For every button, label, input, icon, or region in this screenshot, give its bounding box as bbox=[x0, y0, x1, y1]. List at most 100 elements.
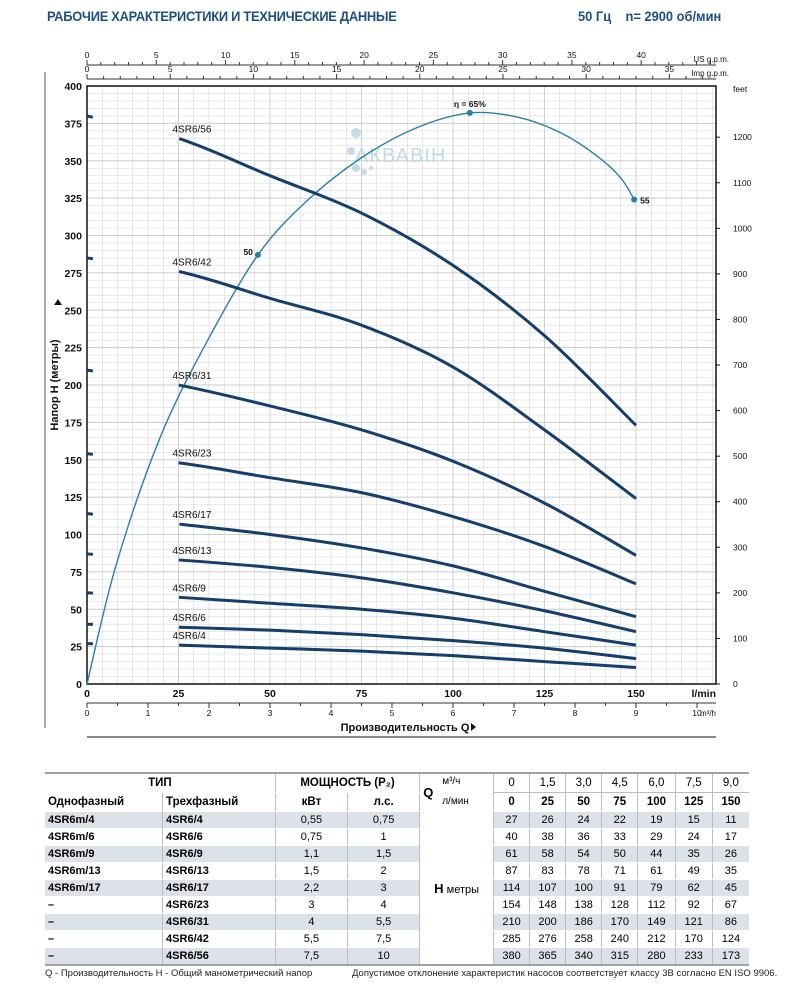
table-row: 4SR6m/17 4SR6/17 2,2 3 114 107 100 91 79 62 45 bbox=[45, 879, 749, 897]
single-phase-model: – bbox=[45, 947, 163, 966]
single-phase-model: 4SR6m/9 bbox=[45, 845, 163, 863]
col-single: Однофазный bbox=[45, 792, 163, 812]
head-value: 107 bbox=[529, 879, 566, 897]
q-lmin-value: 50 bbox=[565, 792, 602, 812]
power-hp: 2 bbox=[347, 862, 420, 880]
plot-frame bbox=[86, 85, 717, 685]
curve-4SR6/42 bbox=[86, 256, 637, 500]
curve-4SR6/6 bbox=[86, 622, 637, 661]
head-value: 138 bbox=[565, 896, 602, 914]
head-value: 112 bbox=[637, 896, 676, 914]
m3h-tick-label: 5 bbox=[390, 708, 395, 718]
y2-tick-label: 900 bbox=[733, 269, 747, 279]
head-value: 210 bbox=[492, 913, 530, 931]
three-phase-model: 4SR6/42 bbox=[162, 930, 276, 948]
power-hp: 1 bbox=[347, 828, 420, 846]
watermark-bubble-icon bbox=[352, 164, 360, 172]
head-value: 11 bbox=[711, 811, 749, 829]
q-lmin-value: 25 bbox=[529, 792, 566, 812]
us-gpm-axis-tick-label: 35 bbox=[567, 50, 577, 60]
m3h-tick-label: 4 bbox=[329, 708, 334, 718]
y-tick-label: 25 bbox=[70, 642, 82, 654]
y-tick-label: 250 bbox=[64, 305, 82, 317]
head-value: 17 bbox=[711, 828, 749, 846]
q-lmin-value: 125 bbox=[674, 792, 713, 812]
performance-chart: 0255075100125150175200225250275300325350… bbox=[44, 50, 752, 738]
y-tick-label: 325 bbox=[64, 193, 82, 205]
q-m3h-value: 6,0 bbox=[637, 772, 676, 793]
q-lmin-value: 75 bbox=[601, 792, 638, 812]
y-arrow-icon bbox=[54, 299, 62, 305]
head-value: 67 bbox=[711, 896, 749, 914]
x-tick-label: 50 bbox=[264, 688, 276, 700]
three-phase-model: 4SR6/56 bbox=[162, 947, 276, 966]
us-gpm-axis-tick-label: 5 bbox=[154, 50, 159, 60]
curve-label: 4SR6/23 bbox=[173, 449, 212, 460]
head-value: 54 bbox=[565, 845, 602, 863]
imp-gpm-axis-tick-label: 35 bbox=[665, 64, 675, 74]
imp-gpm-axis-unit-label: Imp g.p.m. bbox=[691, 69, 729, 78]
q-m3h-value: 7,5 bbox=[674, 772, 713, 793]
head-value: 49 bbox=[674, 862, 713, 880]
efficiency-label: η = 65% bbox=[454, 99, 486, 109]
head-value: 71 bbox=[601, 862, 638, 880]
head-value: 100 bbox=[565, 879, 602, 897]
imp-gpm-axis-tick-label: 30 bbox=[581, 64, 591, 74]
head-value: 33 bbox=[601, 828, 638, 846]
us-gpm-axis-tick-label: 20 bbox=[359, 50, 369, 60]
power-hp: 0,75 bbox=[347, 811, 420, 829]
head-value: 24 bbox=[674, 828, 713, 846]
m3h-tick-label: 2 bbox=[207, 708, 212, 718]
efficiency-marker bbox=[254, 251, 261, 258]
head-value: 276 bbox=[529, 930, 566, 948]
head-value: 154 bbox=[492, 896, 530, 914]
single-phase-model: – bbox=[45, 913, 163, 931]
head-value: 186 bbox=[565, 913, 602, 931]
single-phase-model: – bbox=[45, 930, 163, 948]
head-value: 340 bbox=[565, 947, 602, 966]
m3h-tick-label: 3 bbox=[268, 708, 273, 718]
col-hp: л.с. bbox=[347, 792, 420, 812]
us-gpm-axis-tick-label: 30 bbox=[498, 50, 508, 60]
single-phase-model: 4SR6m/17 bbox=[45, 879, 163, 897]
q-lmin-value: 100 bbox=[637, 792, 676, 812]
y-tick-label: 50 bbox=[70, 604, 82, 616]
m3h-tick-label: 9 bbox=[634, 708, 639, 718]
footer-note: Допустимое отклонение характеристик насо… bbox=[352, 968, 778, 979]
head-value: 170 bbox=[674, 930, 713, 948]
head-value: 58 bbox=[529, 845, 566, 863]
watermark-bubble-icon bbox=[369, 166, 373, 170]
imp-gpm-axis-tick-label: 15 bbox=[332, 64, 342, 74]
curve-4SR6/56 bbox=[86, 114, 638, 427]
y-tick-label: 300 bbox=[64, 231, 82, 243]
head-value: 62 bbox=[674, 879, 713, 897]
us-gpm-axis-tick-label: 25 bbox=[429, 50, 439, 60]
power-hp: 10 bbox=[347, 947, 420, 966]
head-value: 78 bbox=[565, 862, 602, 880]
frequency: 50 Гц bbox=[578, 8, 612, 24]
m3h-unit-label: m³/h bbox=[700, 709, 716, 718]
m3h-tick-label: 0 bbox=[85, 708, 90, 718]
head-value: 149 bbox=[637, 913, 676, 931]
power-kw: 5,5 bbox=[274, 930, 348, 948]
table-row: 4SR6m/9 4SR6/9 1,1 1,5 61 58 54 50 44 35 26 bbox=[45, 845, 749, 863]
y2-tick-label: 800 bbox=[733, 314, 747, 324]
imp-gpm-axis-tick-label: 20 bbox=[415, 64, 425, 74]
imp-gpm-axis-tick-label: 25 bbox=[498, 64, 508, 74]
head-value: 61 bbox=[492, 845, 530, 863]
curve-label: 4SR6/56 bbox=[173, 124, 212, 135]
head-value: 40 bbox=[492, 828, 530, 846]
us-gpm-axis-unit-label: US g.p.m. bbox=[693, 55, 729, 64]
y2-tick-label: 600 bbox=[733, 406, 747, 416]
three-phase-model: 4SR6/9 bbox=[162, 845, 276, 863]
y-tick-label: 75 bbox=[70, 567, 82, 579]
y-tick-label: 350 bbox=[64, 156, 82, 168]
y-tick-label: 200 bbox=[64, 380, 82, 392]
head-value: 44 bbox=[637, 845, 676, 863]
power-hp: 3 bbox=[347, 879, 420, 897]
watermark-logo: АКВАВІН bbox=[355, 145, 446, 167]
head-value: 212 bbox=[637, 930, 676, 948]
head-value: 128 bbox=[601, 896, 638, 914]
us-gpm-axis-tick-label: 40 bbox=[636, 50, 646, 60]
head-value: 50 bbox=[601, 845, 638, 863]
